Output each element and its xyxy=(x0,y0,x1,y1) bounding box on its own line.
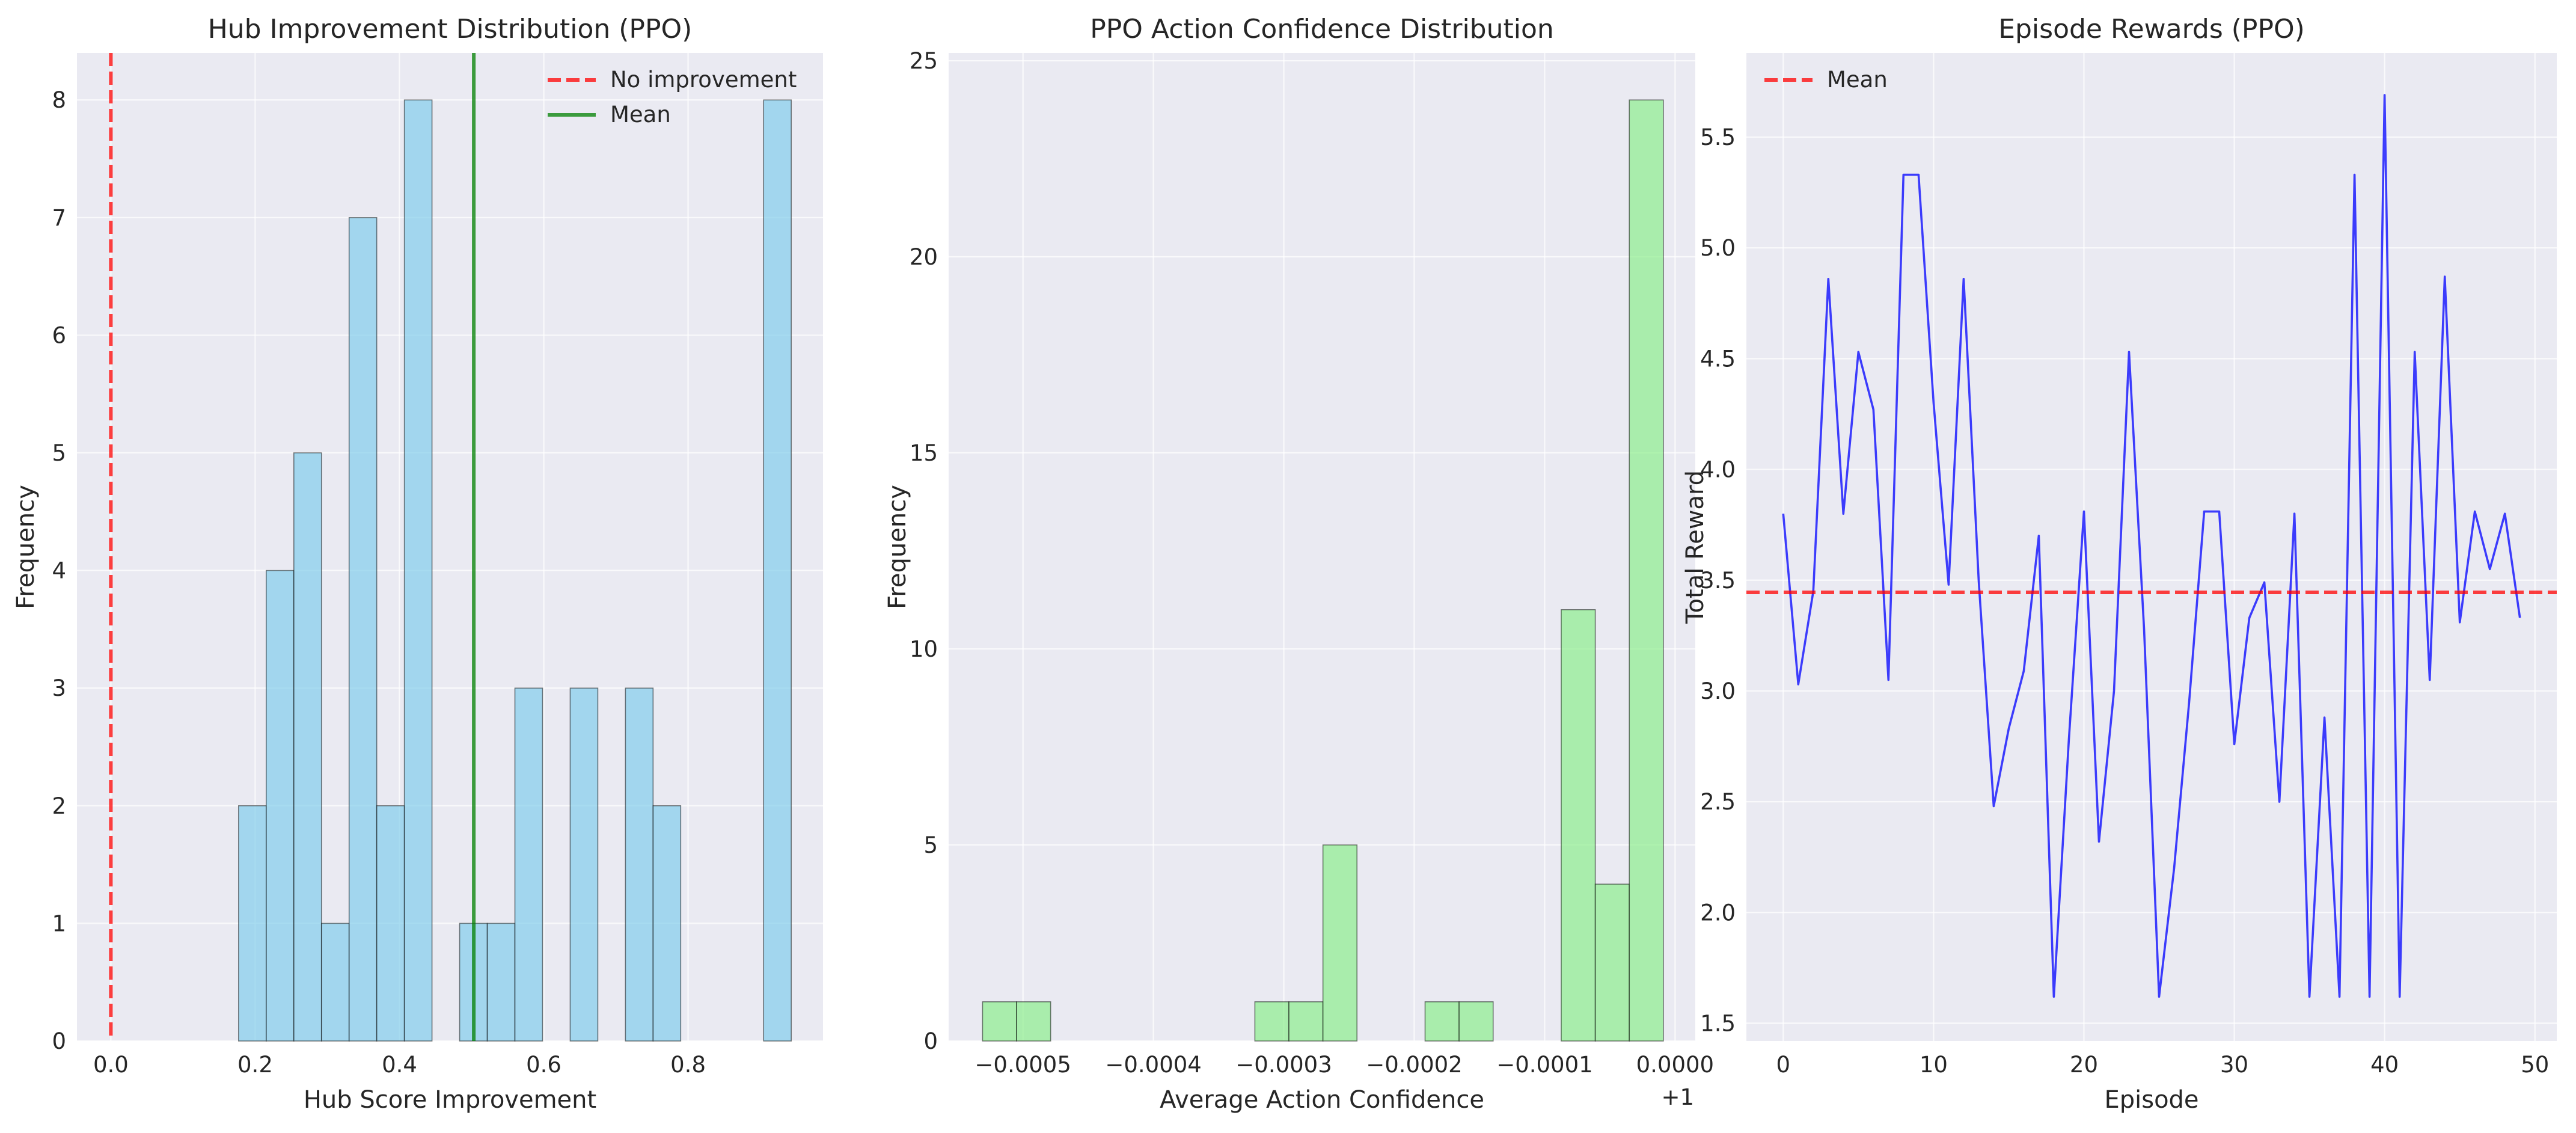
chart-title: Hub Improvement Distribution (PPO) xyxy=(208,14,693,45)
x-tick-label: −0.0003 xyxy=(1235,1052,1332,1078)
y-tick-label: 20 xyxy=(910,244,938,270)
histogram-bar xyxy=(238,805,267,1042)
chart-action-confidence: −0.0005 −0.0004 −0.0003 −0.0002 −0.0001 0.000… xyxy=(884,14,1714,1114)
histogram-bar xyxy=(1016,1001,1051,1042)
y-tick-label: 25 xyxy=(910,48,938,74)
x-axis-label: Episode xyxy=(2104,1086,2198,1114)
chart-title: Episode Rewards (PPO) xyxy=(1998,14,2305,45)
y-tick-label: 1 xyxy=(52,910,66,936)
y-tick-label: 4.5 xyxy=(1700,346,1736,372)
y-tick-label: 2.5 xyxy=(1700,789,1736,815)
legend-label: Mean xyxy=(1827,67,1888,93)
histogram-bar xyxy=(763,99,792,1042)
x-tick-label: 40 xyxy=(2370,1052,2399,1078)
y-tick-label: 5.0 xyxy=(1700,235,1736,261)
histogram-bar xyxy=(320,923,350,1042)
histogram-bar xyxy=(348,217,378,1042)
y-tick-label: 2 xyxy=(52,793,66,819)
histogram-bar xyxy=(1458,1001,1494,1042)
x-tick-label: 0.8 xyxy=(670,1052,706,1078)
histogram-bar xyxy=(569,687,599,1042)
x-tick-label: 0.0 xyxy=(93,1052,129,1078)
histogram-bar xyxy=(1424,1001,1460,1042)
x-axis-label: Hub Score Improvement xyxy=(304,1086,596,1114)
legend: No improvement Mean xyxy=(548,67,797,127)
histogram-bar xyxy=(486,923,516,1042)
y-tick-label: 3.0 xyxy=(1700,678,1736,704)
y-tick-label: 4.0 xyxy=(1700,457,1736,483)
y-tick-label: 2.0 xyxy=(1700,900,1736,926)
y-tick-label: 10 xyxy=(910,636,938,662)
y-tick-label: 15 xyxy=(910,440,938,466)
x-tick-label: 20 xyxy=(2070,1052,2098,1078)
y-axis-label: Frequency xyxy=(12,485,40,609)
x-axis-label: Average Action Confidence xyxy=(1160,1086,1484,1114)
chart-episode-rewards: 0 10 20 30 40 50 1.5 2.0 2.5 3.0 3.5 4.0 4.5 5.0 5.5 Ep… xyxy=(1681,14,2557,1114)
plot-area xyxy=(77,53,823,1041)
y-tick-label: 7 xyxy=(52,205,66,231)
y-tick-label: 1.5 xyxy=(1700,1011,1736,1037)
x-tick-label: 0 xyxy=(1776,1052,1790,1078)
legend-label: Mean xyxy=(610,102,671,127)
x-tick-label: −0.0005 xyxy=(974,1052,1071,1078)
histogram-bar xyxy=(1254,1001,1290,1042)
y-axis-label: Total Reward xyxy=(1681,470,1709,624)
histogram-bar xyxy=(1288,1001,1324,1042)
histogram-bar xyxy=(1594,883,1630,1042)
histogram-bar xyxy=(1322,844,1358,1042)
histogram-bar xyxy=(652,805,682,1042)
chart-hub-improvement: 0.0 0.2 0.4 0.6 0.8 0 1 2 3 4 5 6 7 8 Hub Improvement … xyxy=(12,14,823,1114)
histogram-bar xyxy=(293,452,322,1042)
x-tick-label: −0.0001 xyxy=(1496,1052,1592,1078)
y-tick-label: 0 xyxy=(923,1028,938,1054)
x-tick-label: 30 xyxy=(2220,1052,2248,1078)
histogram-bar xyxy=(514,687,543,1042)
legend: Mean xyxy=(1764,67,1888,93)
x-tick-label: 10 xyxy=(1920,1052,1948,1078)
histogram-bar xyxy=(376,805,405,1042)
y-tick-label: 8 xyxy=(52,87,66,113)
series-line xyxy=(1782,94,2521,998)
y-tick-label: 5 xyxy=(52,440,66,466)
legend-label: No improvement xyxy=(610,67,797,93)
y-tick-label: 5.5 xyxy=(1700,124,1736,150)
x-tick-label: −0.0002 xyxy=(1366,1052,1462,1078)
histogram-bar xyxy=(625,687,654,1042)
y-axis-label: Frequency xyxy=(884,485,911,609)
histogram-bar xyxy=(403,99,433,1042)
y-tick-label: 5 xyxy=(923,832,938,858)
histogram-bar xyxy=(1561,609,1596,1042)
histogram-bar xyxy=(1629,99,1664,1042)
y-tick-label: 0 xyxy=(52,1028,66,1054)
y-tick-label: 3.5 xyxy=(1700,568,1736,594)
x-tick-label: 0.0000 xyxy=(1636,1052,1714,1078)
x-tick-label: 50 xyxy=(2521,1052,2549,1078)
y-tick-label: 4 xyxy=(52,558,66,584)
x-tick-label: 0.2 xyxy=(237,1052,273,1078)
x-tick-label: 0.4 xyxy=(382,1052,417,1078)
y-tick-label: 6 xyxy=(52,322,66,348)
histogram-bar xyxy=(266,570,295,1042)
y-tick-label: 3 xyxy=(52,675,66,701)
chart-title: PPO Action Confidence Distribution xyxy=(1090,14,1554,45)
x-tick-label: −0.0004 xyxy=(1105,1052,1201,1078)
x-offset-text: +1 xyxy=(1661,1084,1694,1110)
x-tick-label: 0.6 xyxy=(526,1052,561,1078)
histogram-bar xyxy=(982,1001,1017,1042)
